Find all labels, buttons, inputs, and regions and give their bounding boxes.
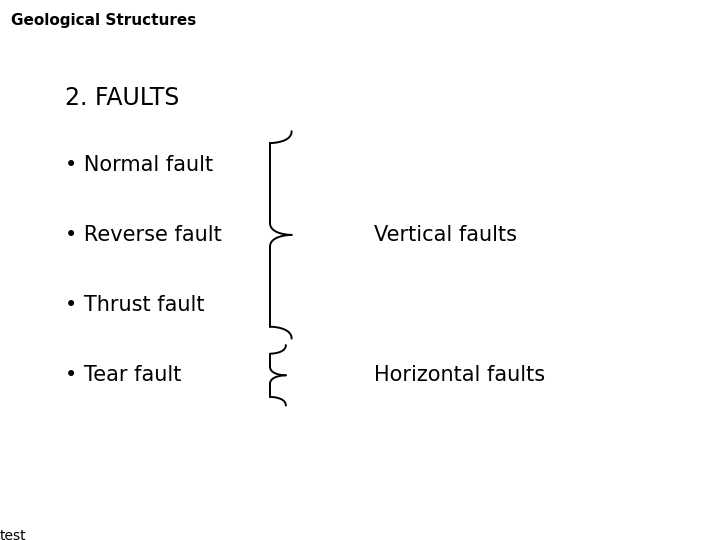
- Text: Horizontal faults: Horizontal faults: [374, 365, 546, 386]
- Text: test: test: [0, 529, 27, 540]
- Text: • Thrust fault: • Thrust fault: [65, 295, 204, 315]
- Text: 2. FAULTS: 2. FAULTS: [65, 86, 179, 110]
- Text: • Normal fault: • Normal fault: [65, 154, 213, 175]
- Text: • Tear fault: • Tear fault: [65, 365, 181, 386]
- Text: Vertical faults: Vertical faults: [374, 225, 518, 245]
- Text: • Reverse fault: • Reverse fault: [65, 225, 222, 245]
- Text: Geological Structures: Geological Structures: [11, 14, 196, 29]
